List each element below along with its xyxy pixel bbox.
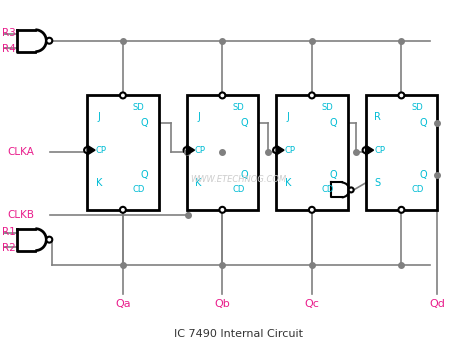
Text: CD: CD bbox=[321, 185, 334, 195]
Text: WWW.ETECHNOG.COM: WWW.ETECHNOG.COM bbox=[190, 175, 286, 184]
Text: Qa: Qa bbox=[115, 299, 131, 309]
Text: R3: R3 bbox=[2, 28, 16, 38]
Text: CD: CD bbox=[232, 185, 245, 195]
Text: Q: Q bbox=[141, 118, 148, 128]
Circle shape bbox=[309, 93, 315, 98]
Circle shape bbox=[219, 207, 225, 213]
Text: Qc: Qc bbox=[304, 299, 319, 309]
Circle shape bbox=[363, 147, 369, 153]
Text: SD: SD bbox=[322, 103, 334, 112]
Text: CP: CP bbox=[96, 145, 107, 155]
Text: Q̄: Q̄ bbox=[240, 170, 248, 180]
Text: K: K bbox=[195, 178, 201, 188]
Circle shape bbox=[183, 147, 190, 153]
Circle shape bbox=[120, 93, 126, 98]
Text: Q: Q bbox=[240, 118, 248, 128]
Text: SD: SD bbox=[133, 103, 145, 112]
Polygon shape bbox=[365, 145, 374, 155]
Polygon shape bbox=[276, 145, 284, 155]
Text: Q̄: Q̄ bbox=[141, 170, 148, 180]
Text: SD: SD bbox=[232, 103, 244, 112]
Circle shape bbox=[46, 237, 52, 243]
Text: R: R bbox=[374, 112, 381, 122]
Text: CD: CD bbox=[411, 185, 423, 195]
Bar bbox=[365, 95, 437, 210]
Text: CLKB: CLKB bbox=[8, 210, 35, 220]
Text: CLKA: CLKA bbox=[8, 147, 35, 157]
Text: J: J bbox=[98, 112, 100, 122]
Circle shape bbox=[349, 188, 354, 192]
Circle shape bbox=[84, 147, 90, 153]
Text: Q: Q bbox=[330, 118, 337, 128]
Text: Qb: Qb bbox=[215, 299, 230, 309]
Text: Qd: Qd bbox=[429, 299, 445, 309]
Circle shape bbox=[219, 93, 225, 98]
Text: SD: SD bbox=[411, 103, 423, 112]
Text: R2: R2 bbox=[2, 243, 16, 253]
Text: Q̄: Q̄ bbox=[419, 170, 427, 180]
Text: Q: Q bbox=[419, 118, 427, 128]
Circle shape bbox=[399, 93, 404, 98]
Polygon shape bbox=[87, 145, 95, 155]
Text: K: K bbox=[285, 178, 291, 188]
Text: CD: CD bbox=[133, 185, 145, 195]
Polygon shape bbox=[187, 145, 194, 155]
Circle shape bbox=[399, 207, 404, 213]
Bar bbox=[187, 95, 258, 210]
Circle shape bbox=[309, 207, 315, 213]
Bar bbox=[276, 95, 348, 210]
Bar bbox=[87, 95, 159, 210]
Text: CP: CP bbox=[374, 145, 385, 155]
Circle shape bbox=[120, 207, 126, 213]
Text: J: J bbox=[197, 112, 200, 122]
Circle shape bbox=[273, 147, 279, 153]
Text: CP: CP bbox=[195, 145, 206, 155]
Text: Q̄: Q̄ bbox=[330, 170, 337, 180]
Text: R1: R1 bbox=[2, 227, 16, 237]
Text: IC 7490 Internal Circuit: IC 7490 Internal Circuit bbox=[174, 329, 303, 339]
Text: S: S bbox=[374, 178, 381, 188]
Text: CP: CP bbox=[284, 145, 295, 155]
Text: J: J bbox=[287, 112, 290, 122]
Circle shape bbox=[46, 38, 52, 44]
Text: K: K bbox=[96, 178, 102, 188]
Text: R4: R4 bbox=[2, 44, 16, 54]
